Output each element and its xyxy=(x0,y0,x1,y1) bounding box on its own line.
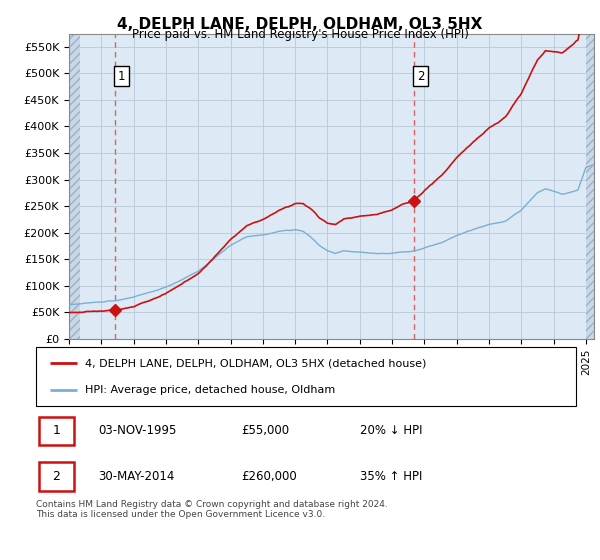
Text: HPI: Average price, detached house, Oldham: HPI: Average price, detached house, Oldh… xyxy=(85,385,335,395)
FancyBboxPatch shape xyxy=(39,462,74,491)
Text: 20% ↓ HPI: 20% ↓ HPI xyxy=(360,424,422,437)
Text: 2: 2 xyxy=(52,470,60,483)
Polygon shape xyxy=(586,34,594,339)
FancyBboxPatch shape xyxy=(36,347,576,406)
Text: 03-NOV-1995: 03-NOV-1995 xyxy=(98,424,176,437)
Polygon shape xyxy=(69,34,80,339)
Text: 1: 1 xyxy=(52,424,60,437)
Text: Price paid vs. HM Land Registry's House Price Index (HPI): Price paid vs. HM Land Registry's House … xyxy=(131,28,469,41)
Text: 30-MAY-2014: 30-MAY-2014 xyxy=(98,470,175,483)
Text: 35% ↑ HPI: 35% ↑ HPI xyxy=(360,470,422,483)
FancyBboxPatch shape xyxy=(39,417,74,445)
Text: 4, DELPH LANE, DELPH, OLDHAM, OL3 5HX (detached house): 4, DELPH LANE, DELPH, OLDHAM, OL3 5HX (d… xyxy=(85,358,426,368)
Text: 1: 1 xyxy=(118,70,125,83)
Text: 4, DELPH LANE, DELPH, OLDHAM, OL3 5HX: 4, DELPH LANE, DELPH, OLDHAM, OL3 5HX xyxy=(118,17,482,32)
Text: 2: 2 xyxy=(417,70,424,83)
Text: £55,000: £55,000 xyxy=(241,424,289,437)
Text: Contains HM Land Registry data © Crown copyright and database right 2024.
This d: Contains HM Land Registry data © Crown c… xyxy=(36,500,388,519)
Text: £260,000: £260,000 xyxy=(241,470,297,483)
